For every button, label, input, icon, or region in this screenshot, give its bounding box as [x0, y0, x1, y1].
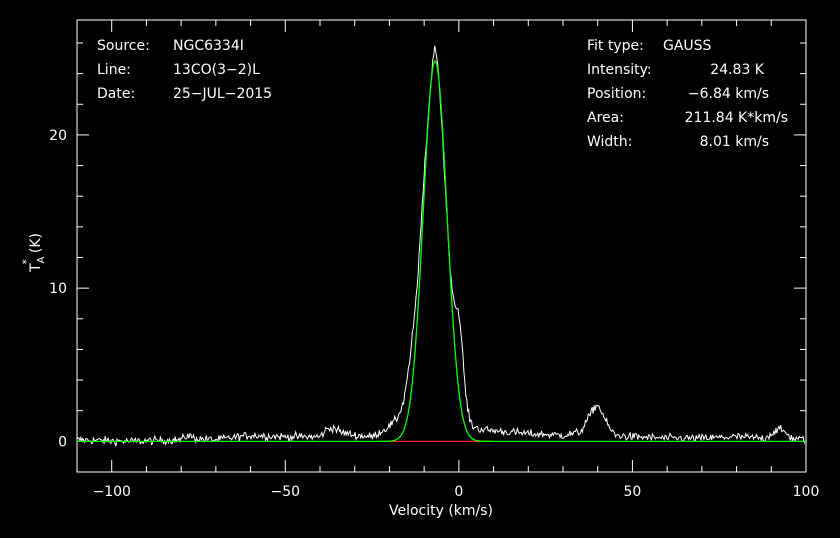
x-tick-label: 50 — [624, 484, 642, 500]
y-tick-labels: 0 10 20 — [49, 128, 67, 450]
x-tick-label: −50 — [271, 484, 301, 500]
fit-type-value: GAUSS — [663, 38, 712, 54]
width-key: Width: — [587, 134, 632, 150]
svg-text:TA*(K): TA* (K) — [20, 233, 47, 273]
plot-series — [77, 45, 806, 447]
gaussian-fit-line — [77, 60, 806, 443]
line-value: 13CO(3−2)L — [173, 62, 260, 78]
info-left: Source: NGC6334I Line: 13CO(3−2)L Date: … — [97, 38, 272, 102]
y-axis-label-main: T — [28, 263, 44, 273]
y-axis-label-unit: (K) — [28, 233, 44, 253]
intensity-value: 24.83 K — [710, 62, 765, 78]
source-value: NGC6334I — [173, 38, 244, 54]
y-axis-label-sub: A — [36, 256, 47, 263]
area-key: Area: — [587, 110, 624, 126]
line-key: Line: — [97, 62, 131, 78]
y-tick-label: 0 — [58, 434, 67, 450]
x-tick-label: 0 — [454, 484, 463, 500]
y-tick-label: 20 — [49, 128, 67, 144]
x-axis-label: Velocity (km/s) — [389, 503, 493, 519]
x-tick-labels: −100 −50 0 50 100 — [92, 484, 819, 500]
info-right: Fit type: GAUSS Intensity: 24.83 K Posit… — [587, 38, 788, 150]
width-value: 8.01 km/s — [700, 134, 769, 150]
y-axis-label: TA* (K) — [20, 233, 47, 273]
plot-frame — [76, 19, 807, 473]
position-value: −6.84 km/s — [688, 86, 769, 102]
intensity-key: Intensity: — [587, 62, 652, 78]
fit-type-key: Fit type: — [587, 38, 644, 54]
x-tick-label: 100 — [793, 484, 820, 500]
y-axis-label-sup: * — [20, 259, 33, 265]
date-key: Date: — [97, 86, 135, 102]
x-tick-label: −100 — [92, 484, 130, 500]
date-value: 25−JUL−2015 — [173, 86, 272, 102]
y-tick-label: 10 — [49, 281, 67, 297]
source-key: Source: — [97, 38, 150, 54]
position-key: Position: — [587, 86, 646, 102]
area-value: 211.84 K*km/s — [685, 110, 788, 126]
